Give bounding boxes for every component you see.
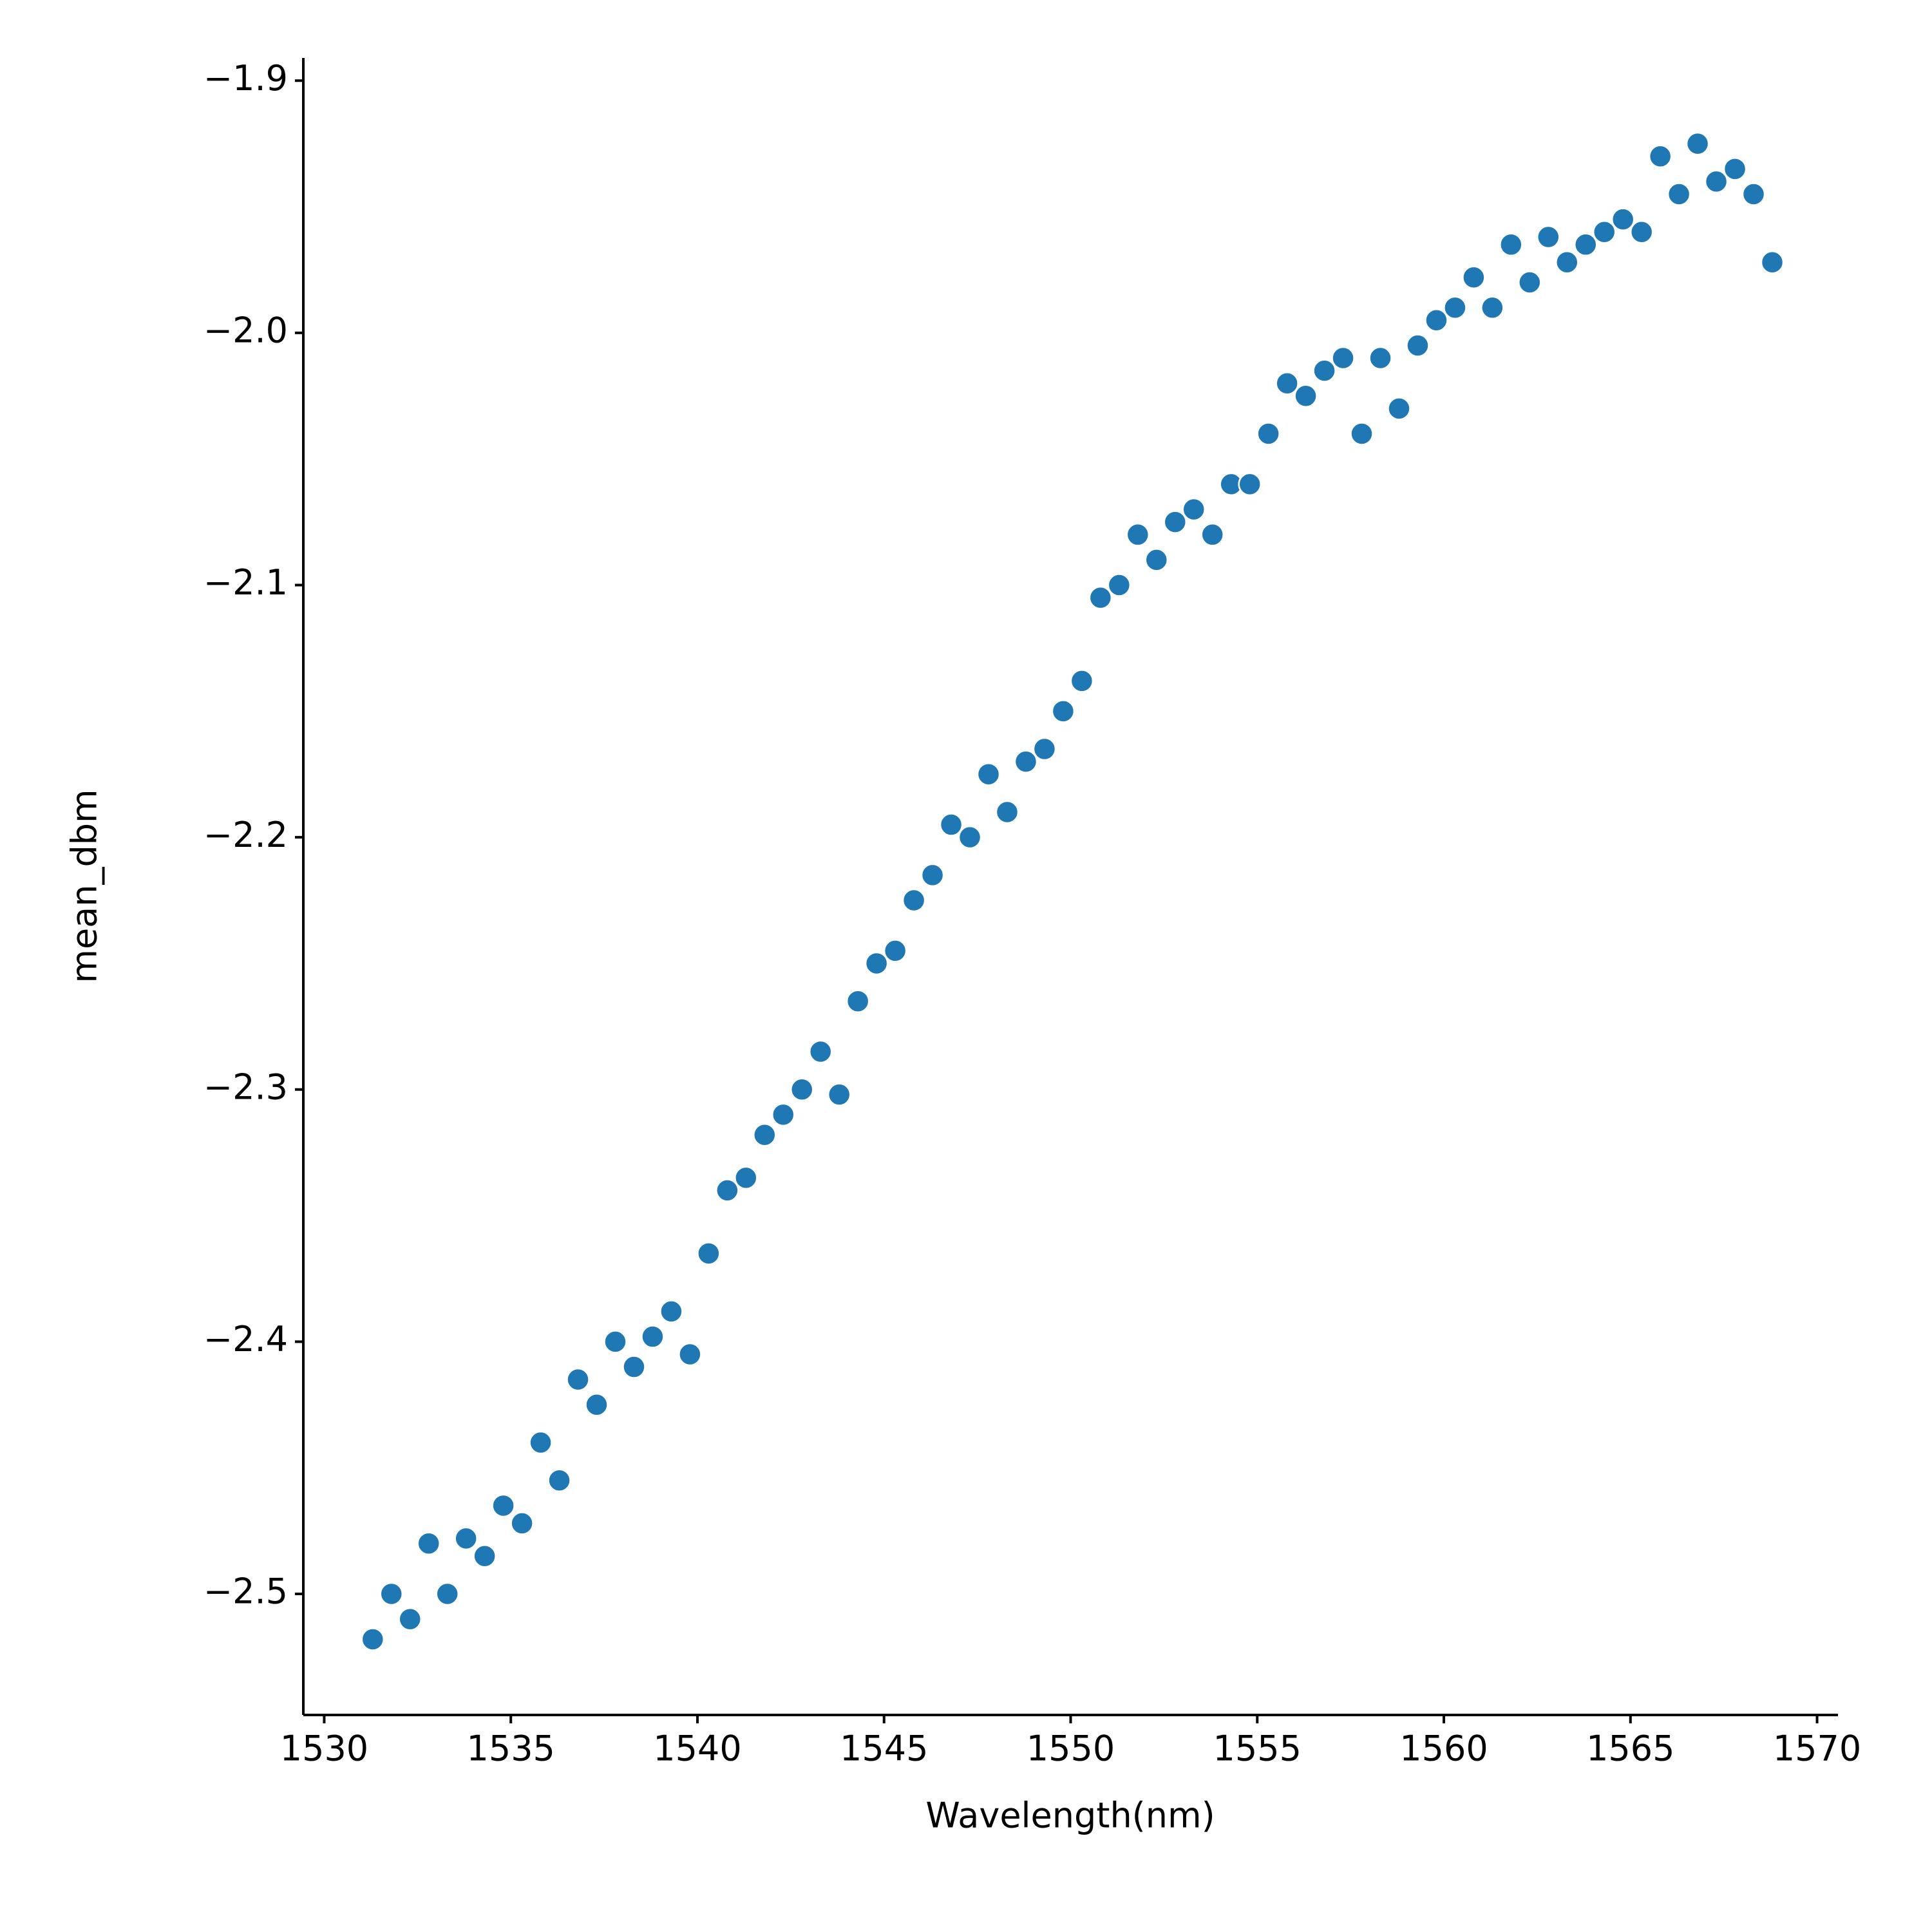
x-tick-label: 1540 [653, 1728, 741, 1769]
point [491, 1493, 515, 1518]
point [1499, 232, 1523, 257]
point [1537, 225, 1560, 249]
point [1088, 585, 1113, 610]
point [1704, 169, 1728, 194]
point [1425, 308, 1448, 332]
point [790, 1077, 814, 1102]
point [995, 800, 1019, 824]
point [1443, 296, 1467, 319]
point [715, 1179, 739, 1202]
point [1629, 220, 1654, 244]
point [1107, 573, 1132, 597]
point [1667, 182, 1691, 206]
x-tick-label: 1555 [1213, 1728, 1302, 1769]
point [976, 762, 1001, 786]
point [1592, 220, 1616, 244]
point [1126, 522, 1150, 547]
point [585, 1393, 609, 1417]
point [379, 1582, 404, 1606]
point [1014, 750, 1038, 773]
point [1723, 157, 1747, 181]
x-tick-label: 1570 [1773, 1728, 1861, 1769]
point [1256, 422, 1280, 446]
y-axis-label: mean_dbm [64, 789, 105, 983]
point [1760, 250, 1785, 274]
point [1685, 131, 1710, 156]
point [1294, 384, 1318, 408]
point [1368, 346, 1392, 370]
point [1163, 510, 1188, 534]
point [1481, 296, 1504, 319]
point [939, 813, 963, 837]
point [529, 1430, 553, 1455]
point [603, 1330, 627, 1354]
point [902, 888, 926, 913]
y-tick-label: −2.5 [204, 1571, 288, 1612]
point [1070, 669, 1094, 693]
point [1200, 522, 1224, 547]
point [883, 939, 907, 963]
point [1238, 472, 1262, 497]
point [1573, 232, 1598, 257]
point [1611, 207, 1635, 231]
point [1144, 548, 1169, 572]
y-tick-label: −1.9 [204, 58, 288, 99]
point [1312, 359, 1336, 383]
point [622, 1355, 646, 1379]
point [920, 863, 945, 887]
point [659, 1300, 683, 1323]
point [772, 1103, 795, 1127]
point [435, 1582, 459, 1606]
point [846, 989, 870, 1013]
y-tick-label: −2.1 [204, 562, 288, 603]
x-tick-label: 1535 [466, 1728, 554, 1769]
point [454, 1526, 478, 1551]
point [1331, 346, 1355, 370]
point [753, 1123, 777, 1147]
point [1275, 371, 1299, 395]
x-tick-label: 1565 [1586, 1728, 1674, 1769]
point [1182, 497, 1206, 522]
x-axis-label: Wavelength(nm) [925, 1795, 1215, 1836]
point [1741, 182, 1766, 206]
point [1406, 334, 1430, 357]
point [678, 1342, 702, 1367]
point [1518, 270, 1542, 294]
point [827, 1083, 851, 1106]
point [641, 1325, 665, 1349]
point [1051, 699, 1075, 723]
x-tick-label: 1550 [1027, 1728, 1115, 1769]
y-tick-label: −2.2 [204, 815, 288, 855]
y-tick-label: −2.0 [204, 310, 288, 351]
point [1350, 422, 1374, 446]
point [1555, 250, 1579, 274]
point [1648, 144, 1672, 168]
x-tick-label: 1545 [840, 1728, 928, 1769]
point [697, 1242, 721, 1265]
y-tick-label: −2.3 [204, 1066, 288, 1107]
point [361, 1627, 385, 1651]
point [547, 1468, 571, 1493]
point [734, 1166, 758, 1190]
point [398, 1607, 422, 1631]
point [864, 951, 889, 976]
point [808, 1039, 833, 1064]
point [1462, 265, 1486, 289]
point [510, 1511, 534, 1535]
y-tick-label: −2.4 [204, 1319, 288, 1359]
point [958, 825, 982, 849]
x-tick-label: 1560 [1399, 1728, 1488, 1769]
point [1032, 737, 1057, 761]
point [473, 1544, 497, 1568]
point [566, 1367, 590, 1392]
point [417, 1531, 440, 1555]
point [1387, 397, 1411, 421]
x-tick-label: 1530 [280, 1728, 368, 1769]
